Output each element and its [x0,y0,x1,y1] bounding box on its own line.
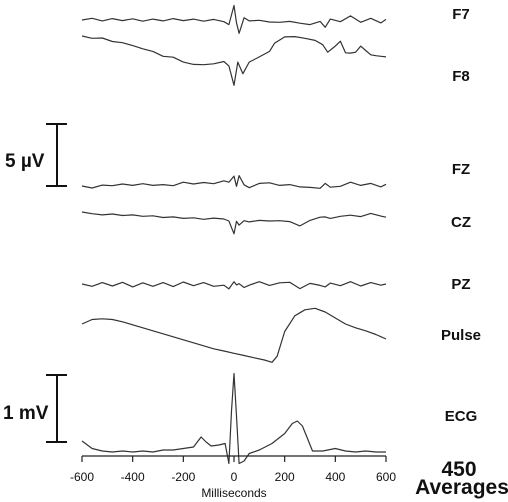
channel-label-f7: F7 [452,6,470,23]
x-ticks-group: -600 -400 -200 0 200 400 600 [70,456,396,484]
x-tick-label: 600 [376,470,396,484]
trace-f8 [81,35,387,86]
trace-ecg [81,372,386,465]
x-axis-title: Milliseconds [201,486,266,500]
x-tick-label: -400 [121,470,145,484]
trace-fz [81,175,387,189]
eeg-scale-bar: 5 µV [5,123,67,187]
ecg-scale-label: 1 mV [3,403,49,424]
trace-cz [81,211,387,235]
channel-label-pulse: Pulse [441,327,481,344]
channel-labels-group: F7 F8 FZ CZ PZ Pulse ECG [441,6,481,425]
channel-label-pz: PZ [451,276,470,293]
trace-pulse [81,307,387,363]
trace-f7 [81,4,387,34]
trace-pz [81,281,387,290]
channel-label-fz: FZ [452,161,470,178]
x-tick-label: 200 [275,470,295,484]
traces-group [81,4,387,465]
x-tick-label: 0 [231,470,238,484]
averages-label: Averages [415,476,508,499]
x-tick-label: -200 [171,470,195,484]
eeg-scale-label: 5 µV [5,151,45,172]
averages-count: 450 [441,458,476,481]
channel-label-ecg: ECG [445,408,478,425]
x-axis: -600 -400 -200 0 200 400 600 Milliseconds [70,455,396,500]
channel-label-cz: CZ [451,214,471,231]
ecg-scale-bar: 1 mV [3,374,67,443]
x-tick-label: 400 [325,470,345,484]
x-tick-label: -600 [70,470,94,484]
channel-label-f8: F8 [452,68,470,85]
